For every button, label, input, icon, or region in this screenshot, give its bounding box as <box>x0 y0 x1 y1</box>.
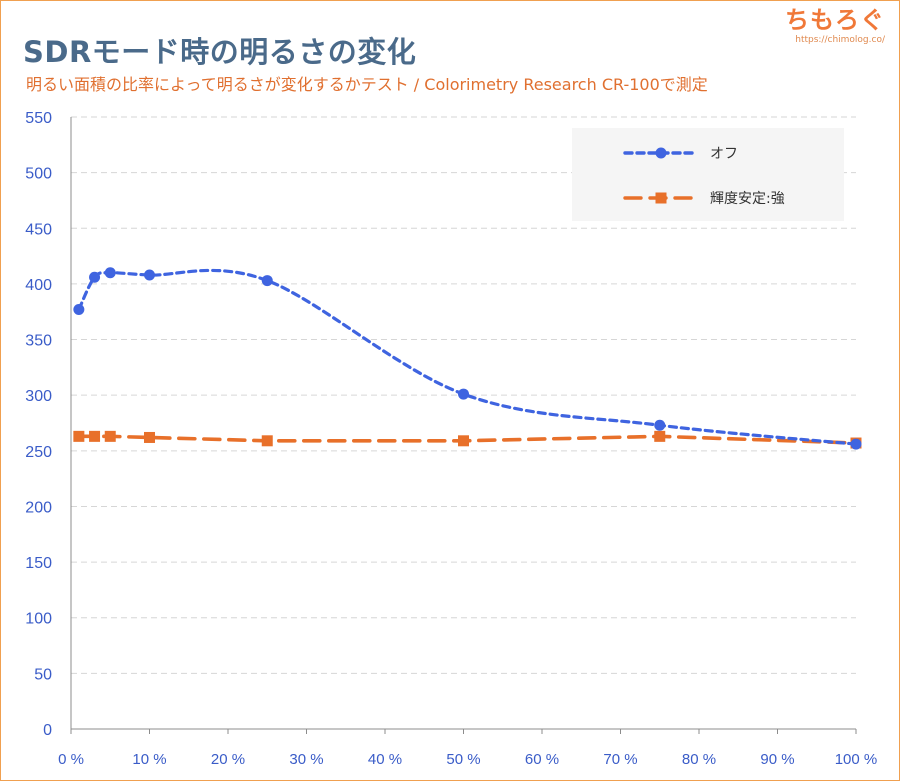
data-point-1 <box>144 431 155 443</box>
data-point-0 <box>458 388 469 400</box>
series-line-0 <box>77 268 858 446</box>
x-tick-label: 0 % <box>58 751 84 768</box>
brand-logo: ちもろぐ https://chimolog.co/ <box>785 5 885 46</box>
legend-swatch-marker <box>655 192 667 204</box>
legend-box <box>572 128 844 221</box>
y-tick-label: 100 <box>25 611 52 628</box>
x-tick-label: 10 % <box>132 751 166 768</box>
y-tick-label: 250 <box>25 444 52 461</box>
data-point-1 <box>654 430 666 442</box>
x-tick-label: 40 % <box>368 751 402 768</box>
legend-label: オフ <box>710 146 738 162</box>
x-tick-label: 60 % <box>525 751 559 768</box>
y-tick-label: 300 <box>25 388 52 405</box>
x-tick-label: 70 % <box>603 751 637 768</box>
legend-label: 輝度安定:強 <box>710 191 785 207</box>
data-point-1 <box>458 435 469 447</box>
data-point-0 <box>261 275 273 287</box>
legend-swatch-marker <box>655 147 667 159</box>
series-line-1 <box>77 434 858 445</box>
chart-subtitle: 明るい面積の比率によって明るさが変化するかテスト / Colorimetry R… <box>26 75 708 94</box>
data-point-0 <box>73 304 85 316</box>
x-tick-label: 20 % <box>211 751 245 768</box>
y-tick-label: 200 <box>25 499 52 516</box>
x-tick-label: 100 % <box>835 751 878 768</box>
chart-title: SDRモード時の明るさの変化 <box>23 35 417 69</box>
x-tick-label: 90 % <box>760 751 794 768</box>
x-tick-label: 30 % <box>289 751 323 768</box>
brand-url: https://chimolog.co/ <box>795 35 885 45</box>
data-point-1 <box>104 430 116 442</box>
y-tick-label: 400 <box>25 277 52 294</box>
y-tick-label: 150 <box>25 555 52 572</box>
data-point-1 <box>73 430 85 442</box>
y-tick-label: 500 <box>25 166 52 183</box>
data-point-0 <box>89 271 101 283</box>
data-point-0 <box>654 419 666 431</box>
data-point-1 <box>261 435 273 447</box>
x-tick-label: 50 % <box>446 751 480 768</box>
data-point-0 <box>144 269 155 281</box>
y-tick-label: 50 <box>34 666 52 683</box>
y-tick-label: 450 <box>25 221 52 238</box>
brand-name: ちもろぐ <box>785 6 885 34</box>
y-tick-label: 0 <box>43 722 52 739</box>
data-point-0 <box>104 267 116 279</box>
y-tick-label: 350 <box>25 333 52 350</box>
data-point-0 <box>850 438 862 450</box>
data-point-1 <box>89 430 101 442</box>
x-tick-label: 80 % <box>682 751 716 768</box>
y-tick-label: 550 <box>25 110 52 127</box>
